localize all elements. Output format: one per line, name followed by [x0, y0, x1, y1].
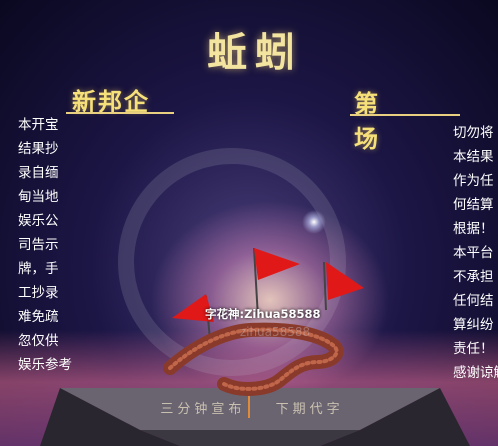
- disclaimer-line: 本平台: [453, 245, 494, 261]
- disclaimer-line: 娱乐参考: [18, 357, 72, 373]
- disclaimer-line: 感谢谅解: [453, 365, 498, 381]
- disclaimer-left-column: 本开宝 结果抄 录自缅 甸当地 娱乐公 司告示 牌，手 工抄录 难免疏 忽仅供 …: [18, 113, 72, 377]
- plaque-top-face: [60, 388, 440, 430]
- disclaimer-line: 本结果: [453, 149, 494, 165]
- plaque-left-text: 三分钟宣布: [160, 402, 246, 417]
- plaque-side-left: [40, 388, 180, 446]
- disclaimer-line: 算纠纷: [453, 317, 494, 333]
- plaque-right-text: 下期代字: [275, 402, 344, 417]
- disclaimer-line: 甸当地: [18, 189, 59, 205]
- watermark-text: zihua58588: [239, 325, 311, 339]
- page-title: 蚯蚓: [207, 29, 303, 76]
- disclaimer-line: 作为任: [453, 173, 494, 189]
- flag-pole-right: [323, 261, 327, 311]
- disclaimer-line: 任何结: [453, 293, 494, 309]
- subtitle-left-underline: [66, 112, 174, 114]
- flag-left: [172, 294, 214, 322]
- disclaimer-line: 工抄录: [18, 285, 59, 301]
- subtitle-right: 第 场: [354, 89, 404, 153]
- disclaimer-line: 责任！: [453, 341, 494, 357]
- flag-pole-middle: [253, 247, 259, 319]
- disclaimer-line: 牌，手: [18, 261, 59, 277]
- disclaimer-line: 录自缅: [18, 165, 59, 181]
- plaque-text: 三分钟宣布 下期代字: [122, 398, 382, 417]
- subtitle-right-underline: [350, 114, 460, 116]
- subtitle-left: 新邦企: [72, 87, 150, 116]
- signature-label: 字花神:Zihua58588: [205, 307, 321, 321]
- disclaimer-line: 结果抄: [18, 141, 59, 157]
- disclaimer-right-column: 切勿将 本结果 作为任 何结算 根据！ 本平台 不承担 任何结 算纠纷 责任！ …: [453, 121, 498, 385]
- earthworm-segments: [168, 327, 339, 391]
- disclaimer-line: 忽仅供: [18, 333, 59, 349]
- plaque-front-face: [140, 430, 360, 446]
- disclaimer-line: 本开宝: [18, 117, 59, 133]
- disclaimer-line: 难免疏: [18, 309, 59, 325]
- plaque-side-right: [320, 388, 470, 446]
- flag-right: [326, 262, 364, 300]
- disclaimer-line: 根据！: [453, 221, 494, 237]
- flag-middle: [254, 248, 300, 280]
- plaque-divider: [248, 396, 250, 418]
- sparkle-icon: [300, 208, 328, 236]
- disclaimer-line: 切勿将: [453, 125, 494, 141]
- disclaimer-line: 娱乐公: [18, 213, 59, 229]
- disclaimer-line: 不承担: [453, 269, 494, 285]
- disclaimer-line: 何结算: [453, 197, 494, 213]
- disclaimer-line: 司告示: [18, 237, 59, 253]
